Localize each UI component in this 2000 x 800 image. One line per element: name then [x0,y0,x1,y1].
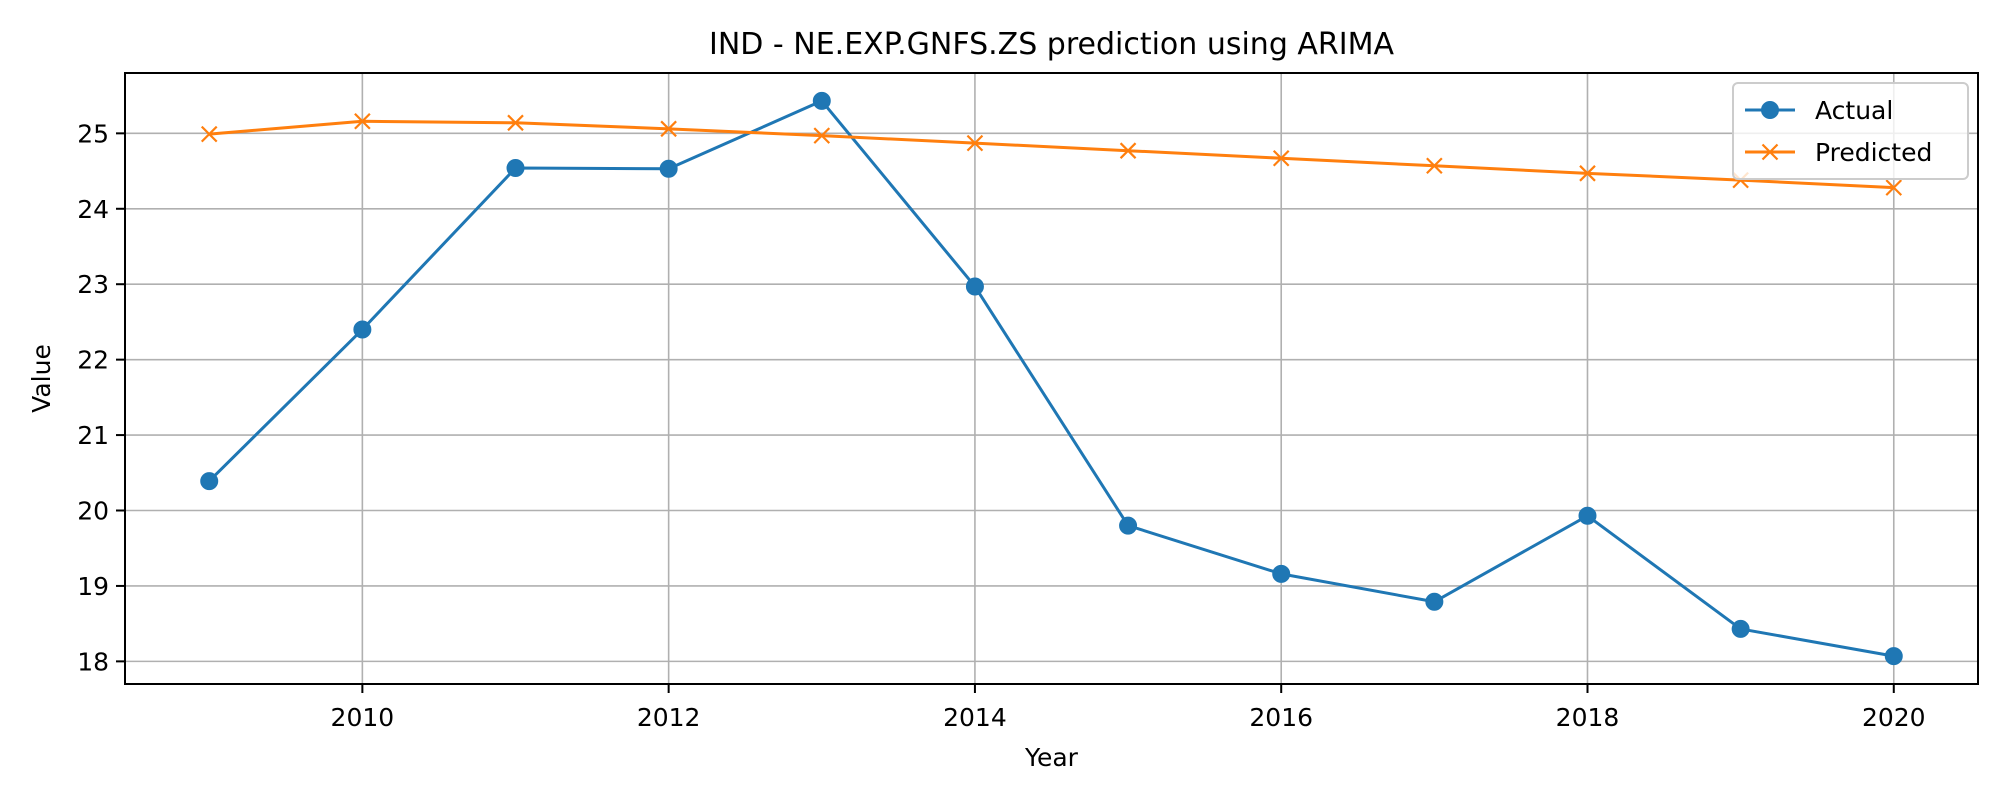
predicted-point [354,112,371,130]
predicted-point [813,127,831,144]
actual-point [1578,506,1597,525]
predicted-line [209,119,1894,190]
plot-frame [124,72,1979,685]
actual-point [965,277,984,296]
series-actual [200,91,1903,666]
actual-point [1119,516,1138,535]
actual-point [812,91,831,110]
actual-point [200,472,219,491]
predicted-point [1272,149,1290,167]
actual-point [659,159,678,178]
actual-point [1272,564,1291,583]
actual-point [506,159,525,178]
x-tick-label: 2014 [943,703,1007,732]
axis-ticks: 2010 2012 2014 2016 2018 2020 18 19 20 21 22 23 24 25 [77,119,1925,732]
x-tick-label: 2012 [637,703,701,732]
x-tick-label: 2010 [331,703,395,732]
predicted-point [507,114,524,132]
actual-point [1884,647,1903,666]
predicted-point [966,134,984,152]
y-tick-label: 25 [77,119,109,148]
y-tick-label: 20 [77,497,109,526]
actual-point [1731,619,1750,638]
legend-label-actual: Actual [1815,96,1893,125]
legend-marker-actual [1761,101,1779,119]
legend-label-predicted: Predicted [1815,138,1932,167]
legend: Actual Predicted [1732,82,1969,180]
actual-line [208,99,1895,658]
series-group [200,91,1903,666]
actual-point [1425,592,1444,611]
x-axis-label: Year [1024,743,1079,772]
y-tick-label: 23 [77,270,109,299]
y-axis-label: Value [27,344,56,413]
y-tick-label: 21 [77,421,109,450]
x-tick-label: 2020 [1862,703,1926,732]
predicted-point [1426,157,1443,175]
y-tick-label: 19 [77,572,109,601]
series-predicted [200,112,1903,196]
predicted-point [200,125,218,143]
predicted-point [1885,179,1903,196]
legend-marker-predicted [1761,143,1779,161]
predicted-point [1119,142,1137,159]
y-tick-label: 18 [77,647,109,676]
predicted-point [660,120,677,138]
x-tick-label: 2018 [1556,703,1620,732]
predicted-point [1579,165,1596,182]
x-tick-label: 2016 [1249,703,1313,732]
y-tick-label: 22 [77,346,109,375]
chart-title: IND - NE.EXP.GNFS.ZS prediction using AR… [709,27,1395,62]
actual-point [353,320,372,339]
legend-box [1732,82,1969,180]
y-tick-label: 24 [77,195,109,224]
